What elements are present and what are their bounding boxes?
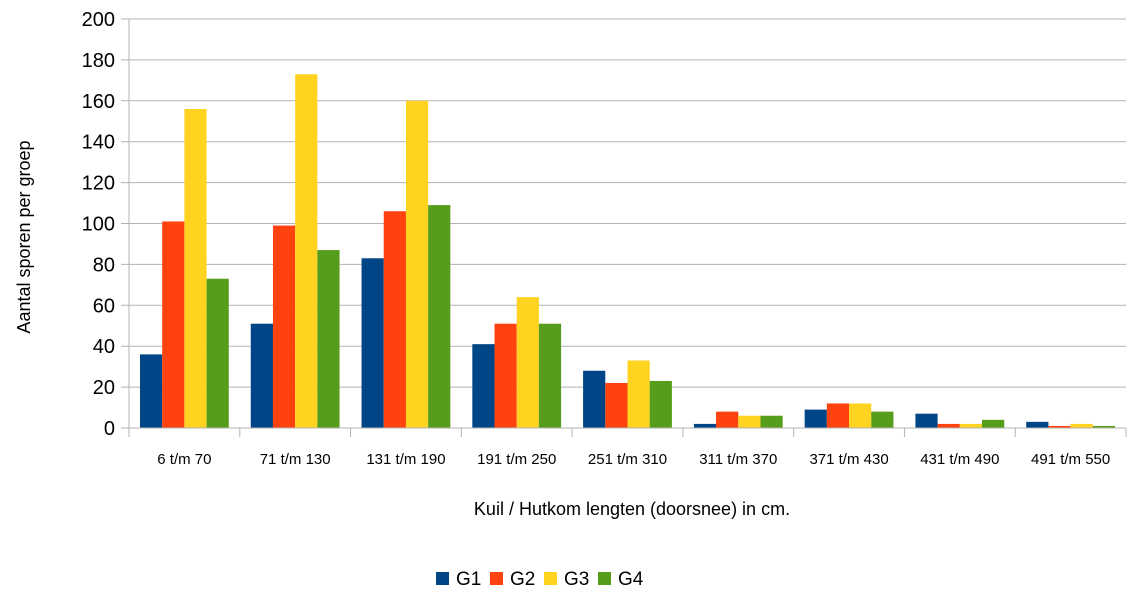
bar-g3 [295, 74, 318, 428]
x-tick-label: 371 t/m 430 [809, 451, 888, 468]
bars [139, 74, 1116, 429]
bar-g3 [627, 360, 650, 428]
legend-swatch-g2 [490, 572, 503, 585]
y-tick-label: 120 [82, 173, 115, 195]
legend-swatch-g3 [544, 572, 557, 585]
bar-g1 [1026, 421, 1049, 428]
y-tick-label: 100 [82, 214, 115, 236]
y-tick-label: 180 [82, 50, 115, 72]
x-tick-label: 491 t/m 550 [1031, 451, 1110, 468]
bar-g2 [494, 323, 517, 428]
bar-g1 [361, 258, 384, 428]
bar-g1 [139, 354, 163, 428]
bar-g4 [760, 415, 783, 428]
y-tick-label: 200 [82, 9, 115, 31]
bar-g3 [516, 297, 539, 428]
bar-g4 [317, 250, 340, 428]
bar-g2 [162, 221, 185, 428]
x-tick-labels: 6 t/m 70 71 t/m 130 131 t/m 190 191 t/m 250… [157, 451, 1110, 468]
bar-g2 [383, 211, 406, 428]
x-tick-label: 131 t/m 190 [366, 451, 445, 468]
bar-g4 [428, 205, 451, 428]
bar-g3 [1070, 423, 1093, 428]
bar-g2 [1048, 425, 1071, 428]
x-tick-label: 191 t/m 250 [477, 451, 556, 468]
bar-g3 [738, 415, 761, 428]
legend-label: G3 [564, 569, 589, 590]
y-tick-labels: 0 20 40 60 80 100 120 140 160 180 200 [82, 9, 115, 440]
x-axis-title: Kuil / Hutkom lengten (doorsnee) in cm. [474, 499, 790, 519]
bar-g2 [937, 423, 960, 428]
y-tick-label: 0 [104, 418, 115, 440]
bar-g2 [272, 225, 296, 428]
legend-label: G4 [618, 569, 644, 590]
bar-g1 [583, 370, 606, 428]
bar-g1 [472, 344, 495, 428]
y-tick-label: 140 [82, 132, 115, 154]
x-tick-label: 6 t/m 70 [157, 451, 211, 468]
legend-swatch-g4 [598, 572, 611, 585]
bar-g3 [405, 100, 429, 429]
legend: G1 G2 G3 G4 [436, 569, 644, 590]
bar-g4 [649, 380, 672, 428]
axes [121, 19, 1127, 437]
bar-g1 [915, 413, 938, 428]
y-tick-label: 20 [93, 377, 115, 399]
x-tick-label: 251 t/m 310 [588, 451, 667, 468]
y-axis-title: Aantal sporen per groep [14, 140, 34, 333]
x-tick-label: 311 t/m 370 [699, 451, 777, 468]
legend-label: G1 [456, 569, 481, 590]
legend-swatch-g1 [436, 572, 449, 585]
bar-g4 [1092, 425, 1116, 428]
bar-g4 [982, 419, 1005, 428]
y-tick-label: 40 [93, 336, 115, 358]
bar-g2 [716, 411, 739, 428]
bar-g4 [538, 323, 562, 428]
bar-g4 [871, 411, 894, 428]
bar-g1 [693, 423, 717, 428]
bar-g2 [826, 403, 850, 428]
bar-g3 [184, 108, 207, 428]
x-tick-label: 431 t/m 490 [920, 451, 999, 468]
bar-g1 [250, 323, 273, 428]
bar-g2 [605, 383, 628, 428]
bar-g4 [206, 278, 229, 428]
x-tick-label: 71 t/m 130 [260, 451, 331, 468]
bar-g3 [849, 403, 872, 428]
y-tick-label: 160 [82, 91, 115, 113]
y-tick-label: 80 [93, 254, 115, 276]
legend-label: G2 [510, 569, 535, 590]
bar-g1 [804, 409, 827, 428]
bar-g3 [959, 423, 983, 428]
y-tick-label: 60 [93, 295, 115, 317]
